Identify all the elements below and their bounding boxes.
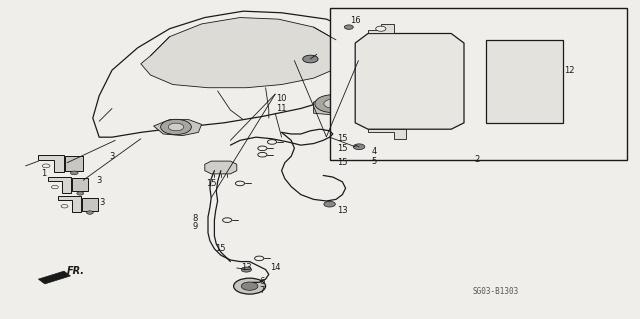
Text: 15: 15 — [206, 179, 216, 188]
Polygon shape — [355, 33, 464, 129]
Circle shape — [234, 278, 266, 294]
Polygon shape — [141, 18, 342, 88]
Text: 5: 5 — [372, 157, 377, 166]
Circle shape — [324, 201, 335, 207]
Text: 3: 3 — [97, 176, 102, 185]
Circle shape — [86, 211, 93, 214]
Text: 3: 3 — [100, 198, 105, 207]
Polygon shape — [38, 155, 64, 172]
Text: SG03-B1303: SG03-B1303 — [473, 287, 519, 296]
Text: 10: 10 — [276, 94, 287, 103]
Circle shape — [353, 144, 365, 150]
Circle shape — [303, 55, 318, 63]
Text: 12: 12 — [564, 66, 575, 75]
Circle shape — [241, 267, 252, 272]
Text: 16: 16 — [350, 16, 360, 25]
Text: 11: 11 — [276, 104, 287, 113]
Bar — [210, 166, 226, 170]
Text: 15: 15 — [337, 158, 348, 167]
Circle shape — [70, 171, 78, 175]
Circle shape — [51, 185, 58, 189]
Polygon shape — [368, 24, 394, 33]
Bar — [82, 197, 98, 211]
Circle shape — [168, 123, 184, 131]
Polygon shape — [48, 177, 71, 193]
Polygon shape — [93, 11, 368, 137]
Text: 4: 4 — [372, 147, 377, 156]
Text: 7: 7 — [260, 286, 265, 295]
Text: 6: 6 — [260, 277, 265, 286]
Polygon shape — [154, 120, 202, 136]
Polygon shape — [58, 196, 81, 212]
Circle shape — [61, 204, 68, 208]
Bar — [486, 40, 563, 123]
Polygon shape — [314, 94, 355, 115]
Bar — [65, 156, 83, 171]
Bar — [72, 179, 88, 191]
Circle shape — [241, 282, 258, 290]
Text: 8: 8 — [193, 214, 198, 223]
Circle shape — [376, 26, 386, 31]
Polygon shape — [38, 271, 70, 284]
Text: 13: 13 — [241, 263, 252, 272]
Text: 2: 2 — [474, 155, 479, 164]
Text: 1: 1 — [41, 169, 46, 178]
Text: 15: 15 — [337, 134, 348, 143]
Circle shape — [77, 192, 84, 195]
Text: 9: 9 — [193, 222, 198, 231]
Text: 15: 15 — [337, 144, 348, 153]
Circle shape — [161, 119, 191, 135]
Polygon shape — [205, 161, 237, 174]
Text: 14: 14 — [270, 263, 280, 272]
Bar — [330, 8, 627, 160]
Text: 15: 15 — [216, 244, 226, 253]
Text: 3: 3 — [109, 152, 115, 161]
Circle shape — [324, 99, 342, 108]
Circle shape — [42, 164, 50, 168]
Circle shape — [344, 25, 353, 29]
Polygon shape — [368, 129, 406, 139]
Circle shape — [315, 95, 351, 113]
Text: FR.: FR. — [67, 266, 85, 276]
Text: 13: 13 — [337, 206, 348, 215]
